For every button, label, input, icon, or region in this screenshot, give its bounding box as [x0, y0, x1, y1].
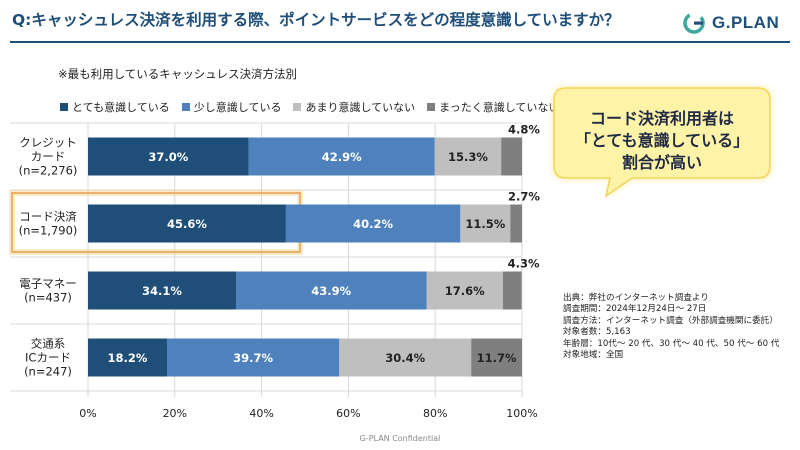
logo-text: G.PLAN	[712, 13, 780, 32]
data-label: 11.5%	[465, 217, 505, 231]
data-label: 18.2%	[108, 351, 148, 365]
category-label: (n=247)	[24, 365, 72, 379]
category-label: クレジット	[19, 136, 77, 150]
g-plan-logo-icon	[683, 12, 705, 34]
callout-text: コード決済利用者は 「とても意識している」 割合が高い	[548, 108, 776, 174]
data-label: 37.0%	[148, 150, 188, 164]
category-label: 交通系	[31, 337, 66, 351]
bar-segment	[471, 338, 522, 377]
data-label: 2.7%	[508, 190, 540, 204]
legend-label: あまり意識していない	[305, 101, 416, 114]
legend-item: 少し意識している	[181, 99, 282, 115]
page-title: Q:キャッシュレス決済を利用する際、ポイントサービスをどの程度意識していますか？	[12, 11, 620, 29]
legend-label: 少し意識している	[193, 101, 282, 114]
category-label: コード決済	[19, 210, 77, 224]
data-label: 42.9%	[322, 150, 362, 164]
chart-legend: とても意識している 少し意識している あまり意識していない まったく意識していな…	[60, 99, 571, 115]
source-line: 対象者数：5,163	[563, 327, 631, 338]
callout-line: 割合が高い	[621, 153, 702, 172]
bar-segment	[166, 338, 340, 377]
data-label: 17.6%	[445, 284, 485, 298]
data-label: 4.3%	[508, 257, 540, 271]
category-label: (n=1,790)	[19, 224, 78, 238]
title-divider	[10, 41, 790, 43]
legend-item: あまり意識していない	[293, 99, 415, 115]
x-tick-label: 80%	[423, 407, 447, 420]
bar-segment	[88, 137, 249, 176]
legend-swatch	[181, 103, 190, 111]
bar-segment	[88, 271, 236, 310]
legend-label: まったく意識していない	[439, 101, 560, 114]
x-tick-label: 100%	[506, 407, 537, 420]
source-line: 対象地域：全国	[563, 350, 624, 361]
x-tick-label: 0%	[79, 407, 96, 420]
confidential-footer: G-PLAN Confidential	[359, 434, 441, 443]
category-label: カード	[31, 150, 66, 164]
bar-segment	[235, 271, 427, 310]
source-line: 調査期間：2024年12月24日～ 27日	[563, 304, 707, 315]
category-label: ICカード	[25, 351, 71, 365]
bar-segment	[88, 338, 167, 377]
chart-subtitle: ※最も利用しているキャッシュレス決済方法別	[58, 67, 298, 81]
callout-bubble	[552, 86, 772, 198]
source-note: 出典：弊社のインターネット調査より 調査期間：2024年12月24日～ 27日 …	[563, 293, 779, 361]
category-label: 電子マネー	[19, 277, 77, 291]
source-line: 調査方法：インターネット調査（外部調査機関に委託）	[563, 315, 778, 326]
category-label: (n=2,276)	[19, 164, 78, 178]
bar-segment	[339, 338, 472, 377]
data-label: 40.2%	[353, 217, 393, 231]
source-line: 出典：弊社のインターネット調査より	[563, 293, 709, 303]
x-tick-label: 60%	[336, 407, 360, 420]
bar-segment	[285, 204, 461, 243]
data-label: 43.9%	[311, 284, 351, 298]
data-label: 45.6%	[167, 217, 207, 231]
bar-segment	[88, 204, 286, 243]
data-label: 34.1%	[142, 284, 182, 298]
bar-segment	[426, 271, 503, 310]
legend-swatch	[293, 103, 302, 111]
legend-label: とても意識している	[72, 101, 170, 114]
data-label: 15.3%	[448, 150, 488, 164]
bar-segment	[501, 137, 522, 176]
data-label: 39.7%	[233, 351, 273, 365]
x-tick-label: 40%	[249, 407, 273, 420]
callout-line: 「とても意識している」	[574, 131, 750, 150]
legend-item: まったく意識していない	[427, 99, 559, 115]
data-label: 11.7%	[477, 351, 517, 365]
x-tick-label: 20%	[163, 407, 187, 420]
company-logo: G.PLAN	[682, 10, 779, 36]
legend-item: とても意識している	[60, 99, 170, 115]
data-label: 30.4%	[385, 351, 425, 365]
bar-segment	[502, 271, 522, 310]
legend-swatch	[60, 103, 68, 111]
callout-line: コード決済利用者は	[589, 109, 734, 128]
data-label: 4.8%	[508, 123, 540, 137]
bar-segment	[434, 137, 502, 176]
bar-segment	[460, 204, 511, 243]
legend-swatch	[427, 103, 436, 111]
category-label: (n=437)	[24, 291, 72, 305]
bar-segment	[510, 204, 522, 243]
bar-segment	[248, 137, 435, 176]
source-line: 年齢層：10代～ 20 代、30 代～ 40 代、50 代～ 60 代	[563, 338, 780, 349]
